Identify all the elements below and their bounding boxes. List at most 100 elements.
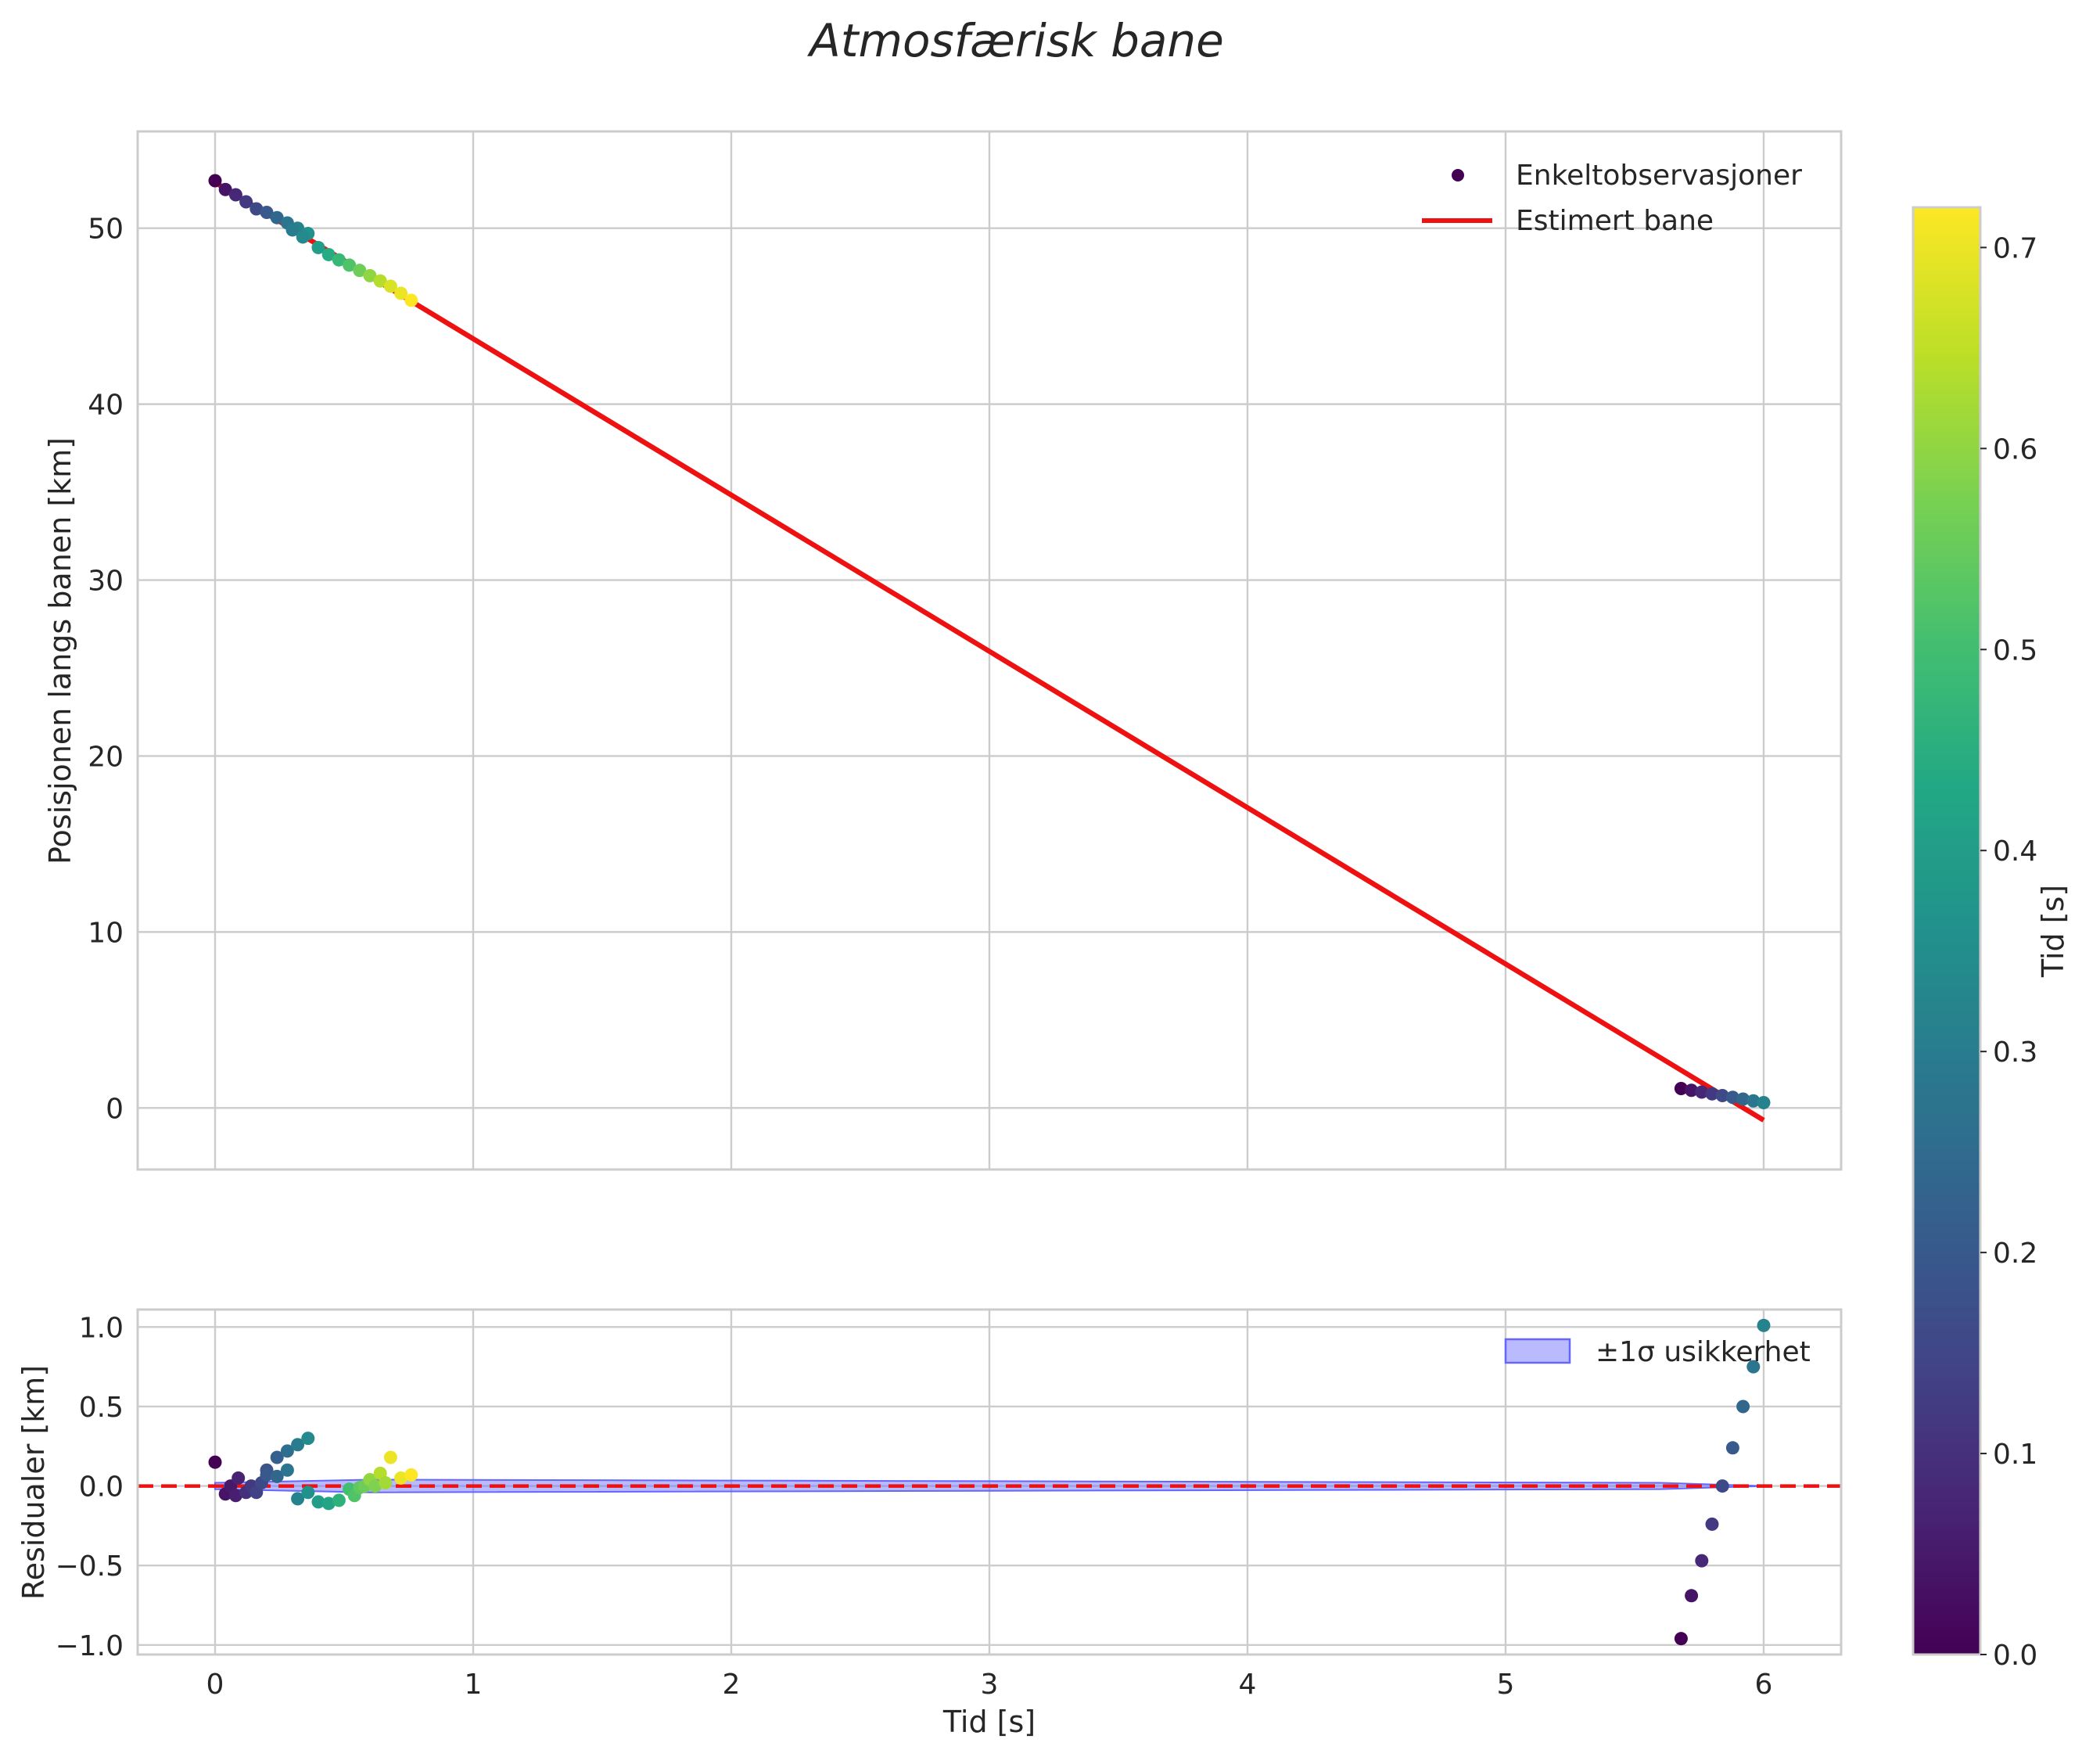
bottom-y-tick-label: 0.0 bbox=[79, 1471, 124, 1504]
residual-point bbox=[260, 1468, 274, 1482]
observation-point bbox=[311, 240, 325, 254]
observation-point bbox=[353, 264, 367, 278]
residual-point bbox=[383, 1450, 397, 1464]
top-plot-frame bbox=[136, 130, 1843, 1171]
residual-point bbox=[270, 1450, 284, 1464]
x-tick-label: 3 bbox=[981, 1669, 999, 1701]
residual-point bbox=[404, 1468, 418, 1482]
top-y-tick-label: 0 bbox=[106, 1093, 124, 1125]
top-fit-line-layer bbox=[214, 180, 1765, 1123]
residual-point bbox=[321, 1497, 336, 1511]
residual-point bbox=[1715, 1479, 1729, 1493]
observation-point bbox=[239, 195, 253, 209]
residual-point bbox=[208, 1455, 222, 1469]
bottom-legend: ±1σ usikkerhet bbox=[1504, 1336, 1811, 1368]
observation-point bbox=[1715, 1089, 1729, 1103]
x-tick-label: 1 bbox=[465, 1669, 483, 1701]
estimated-trajectory-line bbox=[214, 180, 1765, 1123]
residual-point bbox=[1757, 1318, 1771, 1332]
observation-point bbox=[1746, 1094, 1761, 1108]
colorbar-label: Tid [s] bbox=[2036, 885, 2070, 978]
colorbar-tick-label: 0.1 bbox=[1993, 1439, 2037, 1471]
bottom-y-tick-label: 1.0 bbox=[79, 1312, 124, 1344]
observation-point bbox=[1757, 1096, 1771, 1110]
residual-point bbox=[270, 1469, 284, 1483]
observation-point bbox=[1736, 1092, 1750, 1106]
residual-point bbox=[311, 1495, 325, 1509]
residual-point bbox=[1725, 1441, 1739, 1455]
colorbar-tick-label: 0.2 bbox=[1993, 1238, 2037, 1270]
observation-point bbox=[394, 286, 408, 300]
colorbar-tick-label: 0.6 bbox=[1993, 433, 2037, 465]
observation-point bbox=[332, 253, 346, 267]
colorbar: 0.0 0.1 0.2 0.3 0.4 0.5 0.6 0.7 Tid [s] bbox=[1912, 206, 2070, 1672]
x-tick-label: 5 bbox=[1497, 1669, 1515, 1701]
residual-point bbox=[379, 1476, 393, 1490]
top-y-tick-label: 30 bbox=[88, 566, 124, 598]
residual-point bbox=[228, 1489, 242, 1503]
observation-point bbox=[1695, 1085, 1709, 1099]
legend-observation-label: Enkeltobservasjoner bbox=[1516, 160, 1802, 192]
residual-point bbox=[291, 1492, 305, 1506]
bottom-y-tick-label: −0.5 bbox=[56, 1550, 124, 1583]
residual-point bbox=[394, 1471, 408, 1485]
observation-point bbox=[260, 205, 274, 219]
bottom-plot-frame bbox=[136, 1308, 1843, 1656]
observation-point bbox=[373, 274, 387, 288]
top-y-axis-label: Posisjonen langs banen [km] bbox=[43, 437, 77, 864]
bottom-y-axis-label: Residualer [km] bbox=[16, 1365, 51, 1600]
observation-point bbox=[208, 174, 222, 188]
legend-band-patch bbox=[1504, 1338, 1571, 1364]
residual-point bbox=[1695, 1554, 1709, 1568]
residual-point bbox=[1674, 1632, 1688, 1646]
colorbar-ticks: 0.0 0.1 0.2 0.3 0.4 0.5 0.6 0.7 bbox=[1980, 232, 2037, 1672]
x-tick-label: 2 bbox=[723, 1669, 741, 1701]
observation-point bbox=[1705, 1087, 1719, 1101]
bottom-y-tick-label: −1.0 bbox=[56, 1630, 124, 1662]
top-y-tick-label: 50 bbox=[88, 214, 124, 246]
colorbar-gradient bbox=[1912, 206, 1982, 1656]
residual-point bbox=[280, 1444, 294, 1458]
top-grid bbox=[138, 131, 1841, 1170]
observation-point bbox=[1725, 1090, 1739, 1105]
observation-point bbox=[383, 279, 397, 293]
colorbar-tick-label: 0.7 bbox=[1993, 232, 2037, 264]
top-y-tick-label: 20 bbox=[88, 741, 124, 773]
colorbar-tick-label: 0.0 bbox=[1993, 1640, 2037, 1672]
bottom-y-tick-label: 0.5 bbox=[79, 1392, 124, 1424]
colorbar-tick-label: 0.3 bbox=[1993, 1037, 2037, 1069]
top-y-tick-label: 10 bbox=[88, 917, 124, 949]
top-observation-points bbox=[208, 174, 1771, 1110]
residual-point bbox=[1705, 1517, 1719, 1531]
observation-point bbox=[1674, 1082, 1688, 1096]
observation-point bbox=[228, 188, 242, 202]
observation-point bbox=[270, 210, 284, 225]
x-tick-label: 0 bbox=[206, 1669, 224, 1701]
bottom-ticks: −1.0 −0.5 0.0 0.5 1.0 0 1 2 3 4 5 6 bbox=[56, 1312, 1773, 1701]
residual-point bbox=[332, 1493, 346, 1507]
observation-point bbox=[321, 247, 336, 261]
observation-point bbox=[404, 293, 418, 307]
x-axis-label: Tid [s] bbox=[942, 1705, 1036, 1739]
residual-point bbox=[1736, 1399, 1750, 1414]
chart-title: Atmosfærisk bane bbox=[806, 14, 1224, 67]
bottom-residual-points bbox=[208, 1318, 1771, 1646]
x-tick-label: 6 bbox=[1755, 1669, 1773, 1701]
observation-point bbox=[1685, 1083, 1699, 1098]
top-y-tick-label: 40 bbox=[88, 390, 124, 422]
top-y-ticks: 0 10 20 30 40 50 bbox=[88, 214, 124, 1126]
residual-point bbox=[1685, 1589, 1699, 1603]
observation-point bbox=[296, 230, 310, 244]
residual-point bbox=[368, 1479, 382, 1493]
observation-point bbox=[363, 268, 377, 282]
residual-point bbox=[301, 1432, 315, 1446]
bottom-panel: −1.0 −0.5 0.0 0.5 1.0 0 1 2 3 4 5 6 Residualer [km]… bbox=[16, 1308, 1843, 1739]
colorbar-tick-label: 0.5 bbox=[1993, 634, 2037, 667]
observation-point bbox=[218, 182, 232, 196]
legend-fit-label: Estimert bane bbox=[1516, 205, 1714, 237]
x-tick-label: 4 bbox=[1239, 1669, 1257, 1701]
residual-point bbox=[280, 1463, 294, 1477]
colorbar-tick-label: 0.4 bbox=[1993, 835, 2037, 868]
